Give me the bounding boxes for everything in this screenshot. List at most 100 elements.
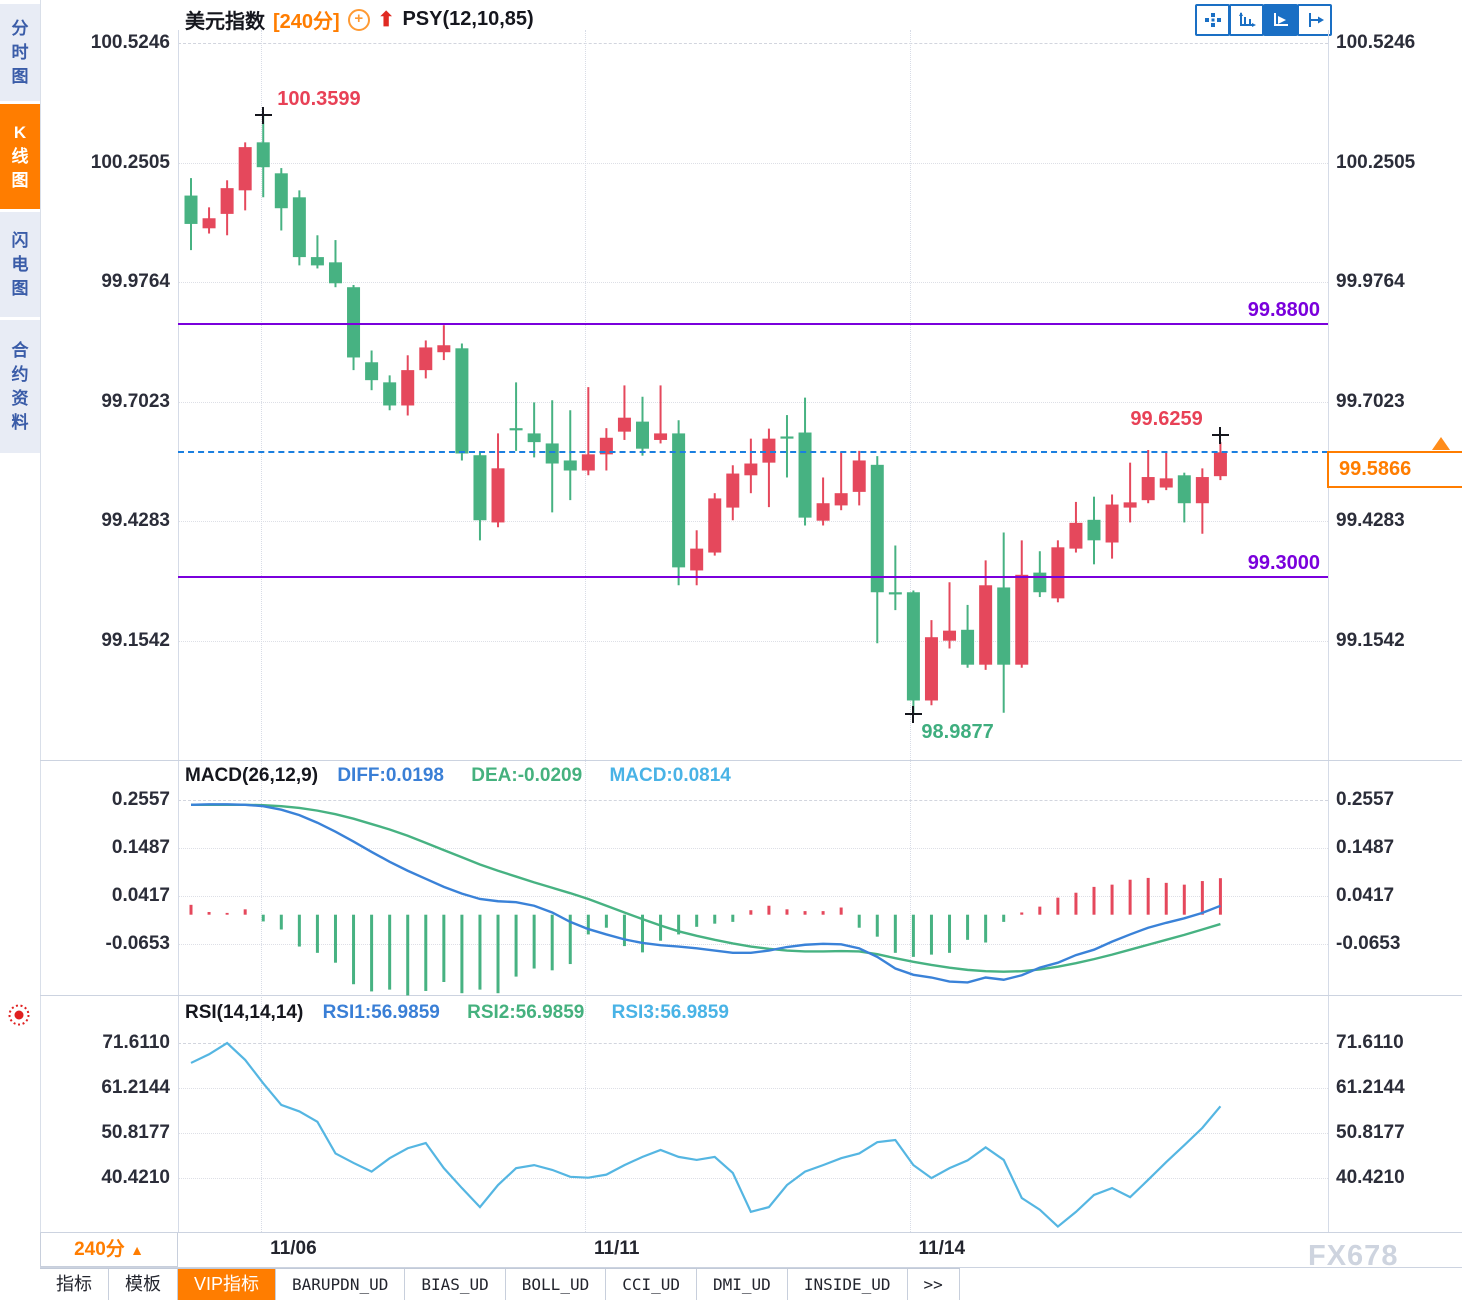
macd-hist-bar bbox=[677, 914, 681, 935]
candle-body bbox=[365, 362, 379, 381]
sidebar-tab-4[interactable]: 合约资料 bbox=[0, 320, 40, 453]
last-price-box: 99.5866 bbox=[1327, 451, 1462, 489]
candle-body bbox=[798, 432, 812, 518]
candle-body bbox=[202, 218, 216, 229]
macd-hist-bar bbox=[767, 905, 771, 915]
candle-body bbox=[473, 455, 487, 521]
candle-body bbox=[961, 629, 975, 665]
y-axis-label-right: -0.0653 bbox=[1336, 932, 1401, 954]
low-annotation: 98.9877 bbox=[921, 720, 994, 743]
candle-body bbox=[328, 262, 342, 284]
candle-body bbox=[1177, 475, 1191, 504]
recent-high-marker-icon bbox=[1212, 427, 1230, 445]
candle-body bbox=[401, 370, 415, 406]
candle-body bbox=[943, 630, 957, 641]
y-axis-label-right: 50.8177 bbox=[1336, 1122, 1405, 1143]
macd-hist-bar bbox=[1128, 879, 1132, 915]
gridline-h bbox=[178, 943, 1328, 945]
gridline-h bbox=[178, 1133, 1328, 1134]
support-label: 99.3000 bbox=[1247, 552, 1320, 575]
auto-cursor-icon[interactable] bbox=[1263, 4, 1298, 36]
indicator-tab->>[interactable]: >> bbox=[907, 1269, 960, 1300]
candle-body bbox=[1087, 519, 1101, 541]
gridline-h bbox=[178, 43, 1328, 44]
indicator-tab-[interactable]: 指标 bbox=[40, 1269, 109, 1300]
settings-sun-icon[interactable] bbox=[5, 1001, 33, 1029]
y-axis-label-right: 0.0417 bbox=[1336, 884, 1395, 906]
candle-body bbox=[636, 421, 649, 449]
macd-hist-bar bbox=[279, 914, 283, 930]
period-selector[interactable]: 240分 ▲ bbox=[40, 1233, 178, 1267]
y-axis-label-left: 100.2505 bbox=[90, 151, 170, 173]
candle-body bbox=[654, 433, 668, 440]
panel-separator bbox=[40, 760, 1462, 761]
low-marker-icon bbox=[905, 705, 923, 723]
macd-hist-bar bbox=[352, 914, 356, 985]
candle-body bbox=[437, 345, 451, 353]
rsi-line bbox=[190, 1041, 1222, 1229]
macd-hist-bar bbox=[785, 909, 789, 915]
gridline-h bbox=[178, 521, 1328, 523]
macd-hist-bar bbox=[622, 914, 626, 947]
candle-body bbox=[816, 503, 830, 521]
macd-dea-line bbox=[191, 803, 1221, 973]
candle-body bbox=[563, 460, 577, 471]
candle-body bbox=[292, 197, 306, 258]
indicator-tab-biasud[interactable]: BIAS_UD bbox=[405, 1269, 506, 1300]
macd-hist-bar bbox=[333, 914, 337, 963]
gridline-h bbox=[178, 1042, 1328, 1044]
indicator-tab-cciud[interactable]: CCI_UD bbox=[606, 1269, 698, 1300]
chart-header: 美元指数 [240分] + ⬆ PSY(12,10,85) bbox=[185, 5, 534, 34]
macd-hist-bar bbox=[1020, 912, 1024, 915]
y-axis-label-right: 100.2505 bbox=[1336, 151, 1416, 173]
candle-body bbox=[1105, 504, 1119, 543]
sidebar-tab-1[interactable]: 分时图 bbox=[0, 4, 40, 101]
y-axis-label-right: 100.5246 bbox=[1336, 32, 1416, 53]
candle-body bbox=[509, 428, 523, 431]
axis-scale-icon[interactable] bbox=[1229, 4, 1264, 36]
crosshair-icon[interactable] bbox=[1195, 4, 1230, 36]
sidebar-tab-3[interactable]: 闪电图 bbox=[0, 212, 40, 317]
indicator-tab-bollud[interactable]: BOLL_UD bbox=[505, 1269, 607, 1300]
plot-right-edge bbox=[1328, 30, 1329, 1232]
indicator-tab-barupdnud[interactable]: BARUPDN_UD bbox=[276, 1269, 406, 1300]
macd-hist-bar bbox=[641, 914, 644, 953]
pan-right-icon[interactable] bbox=[1297, 4, 1332, 36]
overlay-indicator-label: PSY(12,10,85) bbox=[402, 8, 534, 30]
macd-hist-bar bbox=[803, 911, 807, 915]
gridline-h bbox=[178, 1178, 1328, 1179]
y-axis-label-left: 99.1542 bbox=[101, 630, 170, 652]
indicator-tab-insideud[interactable]: INSIDE_UD bbox=[787, 1269, 908, 1300]
indicator-tab-vip[interactable]: VIP指标 bbox=[178, 1269, 277, 1300]
y-axis-label-left: 71.6110 bbox=[102, 1031, 170, 1053]
resistance-line[interactable] bbox=[178, 323, 1328, 326]
rsi1-readout: RSI1:56.9859 bbox=[322, 1002, 440, 1023]
support-line[interactable] bbox=[178, 576, 1328, 579]
candle-body bbox=[979, 585, 993, 665]
indicator-tab-[interactable]: 模板 bbox=[109, 1269, 178, 1300]
macd-hist-bar bbox=[695, 914, 699, 927]
price-up-triangle-icon bbox=[1432, 437, 1450, 451]
y-axis-label-left: 0.2557 bbox=[111, 788, 170, 810]
macd-diff-line bbox=[190, 803, 1221, 984]
macd-hist-bar bbox=[948, 914, 952, 953]
high-marker-icon bbox=[255, 106, 273, 124]
candle-body bbox=[744, 463, 758, 476]
candle-body bbox=[672, 433, 686, 568]
y-axis-label-left: 99.7023 bbox=[101, 390, 170, 412]
macd-hist-bar bbox=[550, 914, 554, 971]
add-overlay-icon[interactable]: + bbox=[347, 8, 370, 31]
candle-body bbox=[1141, 477, 1155, 501]
macd-hist-bar bbox=[1110, 884, 1114, 915]
indicator-tab-dmiud[interactable]: DMI_UD bbox=[697, 1269, 788, 1300]
macd-hist-bar bbox=[839, 907, 843, 915]
high-annotation: 100.3599 bbox=[277, 87, 361, 110]
y-axis-label-left: 61.2144 bbox=[101, 1076, 170, 1098]
macd-hist-bar bbox=[406, 914, 410, 996]
panel-separator bbox=[40, 995, 1462, 996]
macd-hist-bar bbox=[604, 914, 608, 928]
candle-body bbox=[1051, 547, 1065, 599]
y-axis-label-left: -0.0653 bbox=[105, 932, 170, 954]
